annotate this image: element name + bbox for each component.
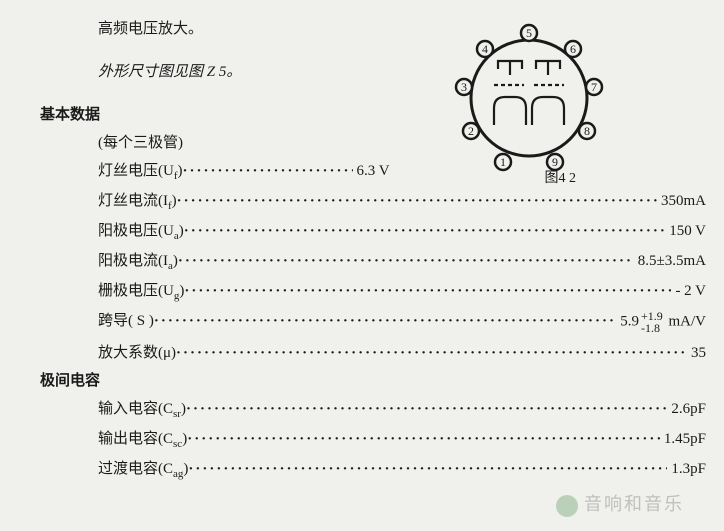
param-mu: 放大系数(μ) 35	[40, 341, 706, 362]
cap-input: 输入电容(Csr) 2.6pF	[40, 397, 706, 420]
param-if: 灯丝电流(If) 350mA	[40, 189, 706, 212]
param-ua: 阳极电压(Ua) 150 V	[40, 219, 706, 242]
param-s: 跨导( S ) 5.9+1.9-1.8 mA/V	[40, 309, 706, 334]
cap-transfer: 过渡电容(Cag) 1.3pF	[40, 457, 706, 480]
pin-4-label: 4	[482, 42, 488, 56]
pin-5-label: 5	[526, 26, 532, 40]
pin-7-label: 7	[591, 80, 597, 94]
pin-8-label: 8	[584, 124, 590, 138]
pin-3-label: 3	[461, 80, 467, 94]
param-ia: 阳极电流(Ia) 8.5±3.5mA	[40, 249, 706, 272]
watermark-icon	[556, 495, 578, 517]
watermark: 音响和音乐	[556, 490, 684, 517]
pin-1-label: 1	[500, 155, 506, 169]
pin-6-label: 6	[570, 42, 576, 56]
param-ug: 栅极电压(Ug) - 2 V	[40, 279, 706, 302]
tube-pin-diagram: 1 2 3 4 5 6 7 8 9	[434, 8, 624, 188]
section-cap-heading: 极间电容	[40, 369, 706, 390]
figure-caption: 图4 2	[545, 167, 577, 187]
pin-2-label: 2	[468, 124, 474, 138]
cap-output: 输出电容(Csc) 1.45pF	[40, 427, 706, 450]
